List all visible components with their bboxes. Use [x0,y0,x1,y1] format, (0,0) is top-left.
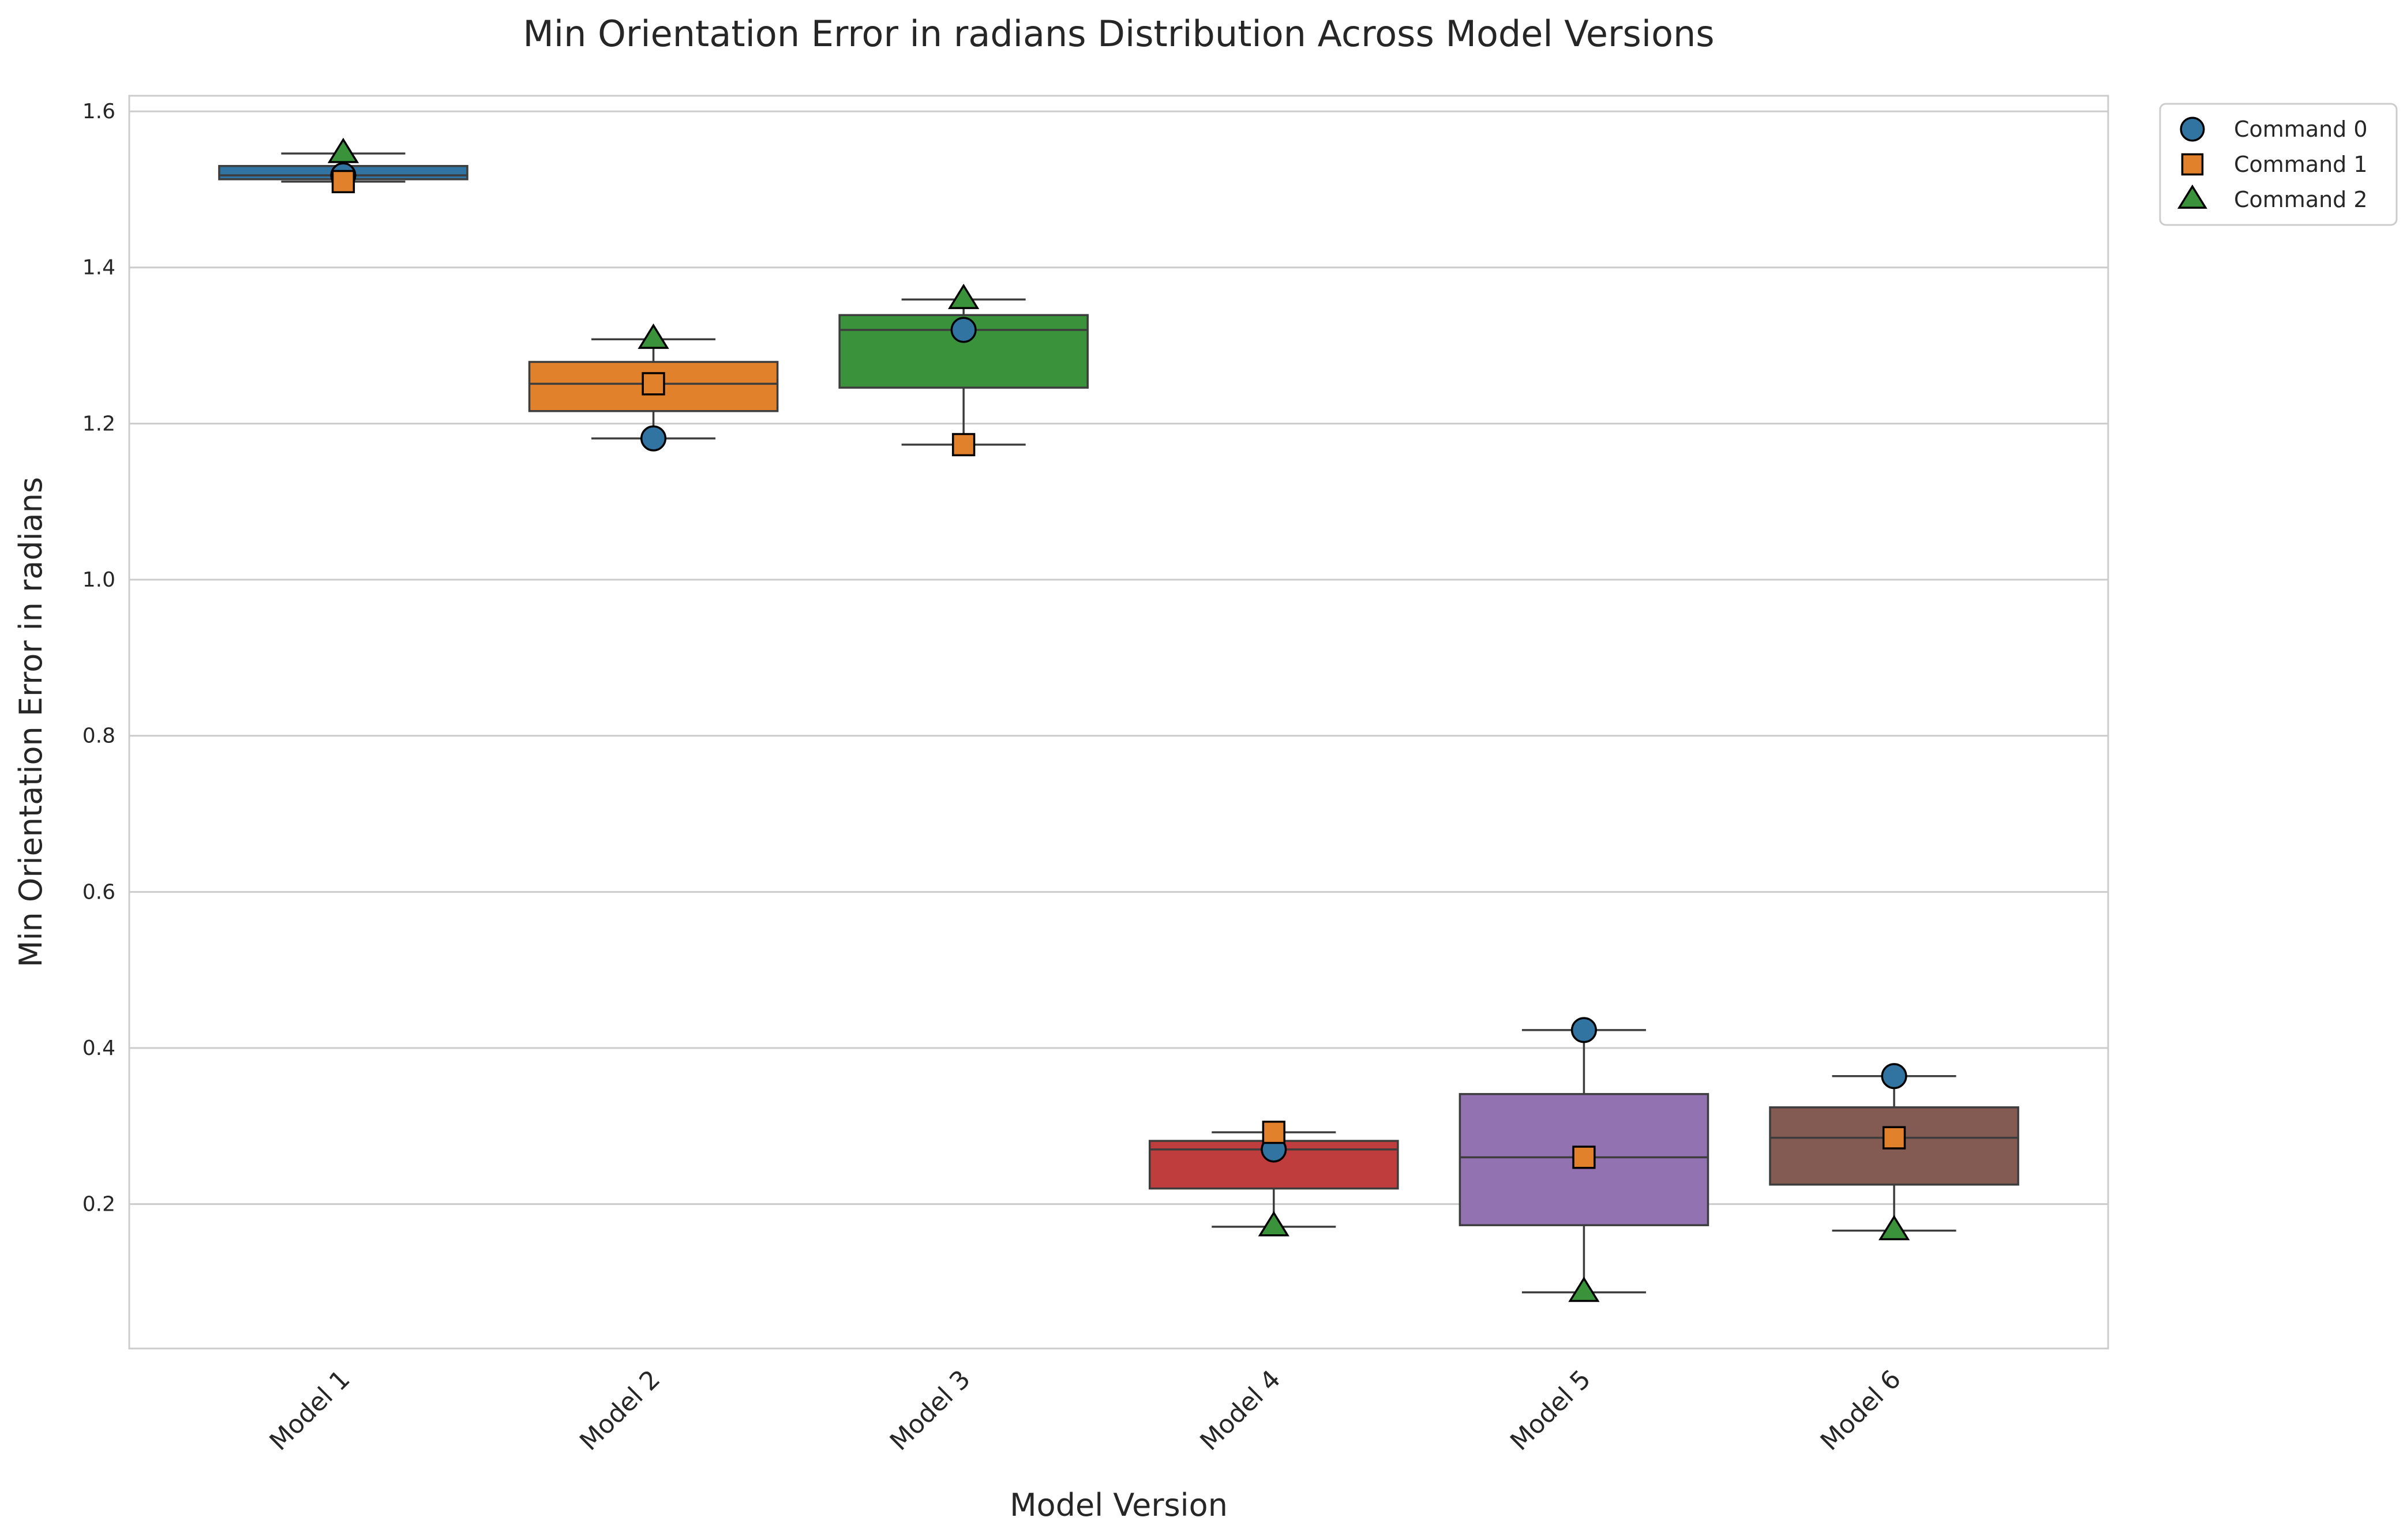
y-tick-label: 1.2 [83,412,115,435]
legend: Command 0 Command 1 Command 2 [2159,103,2398,226]
square-marker [331,170,355,194]
square-marker [1882,1126,1906,1150]
y-tick-label: 1.4 [83,256,115,280]
x-axis-title: Model Version [1010,1487,1228,1523]
legend-circle-icon [2180,117,2205,142]
y-tick-label: 1.0 [83,568,115,592]
y-tick-label: 1.6 [83,100,115,123]
legend-item: Command 1 [2181,152,2368,177]
circle-marker [640,425,667,452]
y-tick-label: 0.2 [83,1193,115,1216]
gridlines [129,110,2108,1205]
command-markers [327,137,1910,1302]
square-marker [642,372,665,396]
square-marker [1262,1120,1285,1144]
y-tick-label: 0.6 [83,880,115,904]
series-command-1 [331,170,1906,1169]
y-axis-ticks: 0.2 0.4 0.6 0.8 1.0 1.2 1.4 1.6 [83,100,115,1216]
series-command-2 [327,137,1910,1302]
triangle-marker [327,137,359,163]
y-tick-label: 0.4 [83,1036,115,1060]
legend-label: Command 0 [2234,117,2368,142]
square-marker [952,433,976,457]
triangle-marker [638,323,669,349]
triangle-marker [1258,1211,1289,1237]
legend-square-icon [2181,153,2204,176]
triangle-marker [1878,1215,1910,1241]
plot-area-frame [128,95,2109,1350]
circle-marker [1570,1017,1597,1043]
chart-title: Min Orientation Error in radians Distrib… [523,13,1714,55]
triangle-marker [948,283,980,309]
legend-triangle-icon [2177,184,2207,209]
legend-label: Command 2 [2234,187,2368,212]
circle-marker [950,317,977,343]
legend-item: Command 2 [2177,184,2368,212]
legend-item: Command 0 [2180,117,2368,142]
legend-frame [2159,103,2398,226]
legend-items: Command 0 Command 1 Command 2 [2177,117,2368,212]
y-tick-label: 0.8 [83,724,115,748]
y-axis-title: Min Orientation Error in radians [13,477,49,967]
circle-marker [1881,1063,1907,1090]
legend-label: Command 1 [2234,152,2368,177]
square-marker [1572,1145,1596,1169]
series-command-0 [330,162,1907,1163]
triangle-marker [1568,1276,1600,1302]
